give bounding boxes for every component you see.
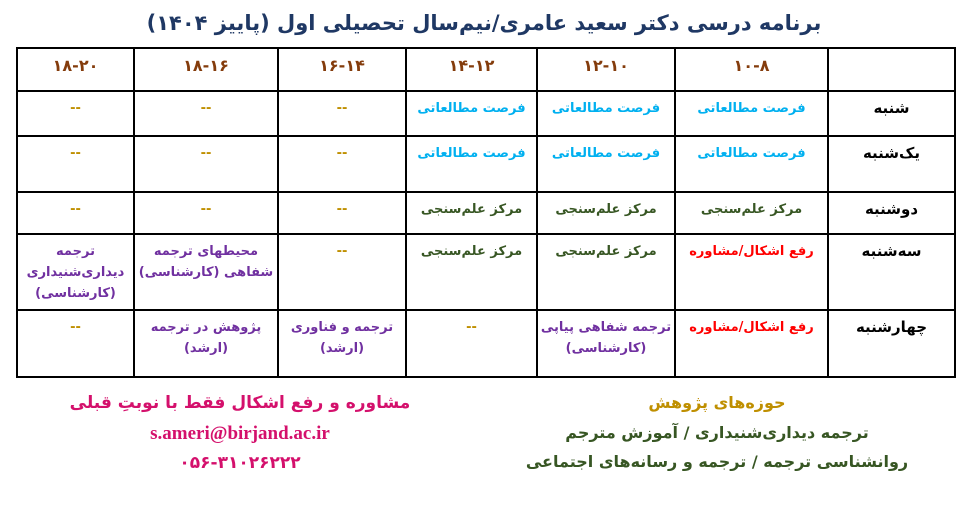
schedule-cell: ترجمه شفاهی پیاپی (کارشناسی) — [536, 309, 676, 378]
schedule-body: شنبه فرصت مطالعاتی فرصت مطالعاتی فرصت مطالع… — [16, 90, 956, 378]
schedule-row: شنبه فرصت مطالعاتی فرصت مطالعاتی فرصت مطالع… — [16, 90, 956, 137]
schedule-cell: -- — [16, 191, 135, 235]
schedule-cell: فرصت مطالعاتی — [674, 90, 829, 137]
schedule-cell: مرکز علم‌سنجی — [674, 191, 829, 235]
time-header: ۱۲-۱۰ — [536, 47, 676, 92]
research-line-1: ترجمه دیداری‌شنیداری / آموزش مترجم — [565, 422, 869, 442]
schedule-cell: -- — [16, 90, 135, 137]
schedule-cell: -- — [133, 135, 279, 193]
schedule-cell: مرکز علم‌سنجی — [536, 233, 676, 311]
day-cell: چهارشنبه — [827, 309, 956, 378]
schedule-cell: مرکز علم‌سنجی — [405, 233, 538, 311]
schedule-cell: -- — [16, 309, 135, 378]
schedule-cell: فرصت مطالعاتی — [405, 90, 538, 137]
schedule-cell: پژوهش در ترجمه (ارشد) — [133, 309, 279, 378]
schedule-cell: -- — [133, 90, 279, 137]
schedule-cell: -- — [277, 135, 407, 193]
time-header: ۱۰-۸ — [674, 47, 829, 92]
schedule-row: چهارشنبه رفع اشکال/مشاوره ترجمه شفاهی پیاپ… — [16, 309, 956, 378]
schedule-cell: -- — [277, 233, 407, 311]
research-areas-title: حوزه‌های پژوهش — [648, 393, 786, 412]
time-header: ۱۸-۲۰ — [16, 47, 135, 92]
appointment-note: مشاوره و رفع اشکال فقط با نوبتِ قبلی — [69, 393, 411, 413]
email-address: s.ameri@birjand.ac.ir — [150, 422, 330, 444]
day-cell: شنبه — [827, 90, 956, 137]
phone-number: ۰۵۶-۳۱۰۲۶۲۲۲ — [179, 452, 301, 473]
header-row: ۱۰-۸ ۱۲-۱۰ ۱۴-۱۲ ۱۶-۱۴ ۱۸-۱۶ ۱۸-۲۰ — [16, 47, 956, 92]
schedule-row: سه‌شنبه رفع اشکال/مشاوره مرکز علم‌سنجی مرکز… — [16, 233, 956, 311]
research-line-2: روانشناسی ترجمه / ترجمه و رسانه‌های اجتم… — [525, 452, 909, 472]
schedule-cell: -- — [133, 191, 279, 235]
day-cell: یک‌شنبه — [827, 135, 956, 193]
schedule-cell: رفع اشکال/مشاوره — [674, 309, 829, 378]
day-column-header — [827, 47, 956, 92]
schedule-cell: ترجمه دیداری‌شنیداری (کارشناسی) — [16, 233, 135, 311]
schedule-cell: -- — [16, 135, 135, 193]
schedule-cell: -- — [277, 90, 407, 137]
schedule-cell: فرصت مطالعاتی — [536, 90, 676, 137]
time-header: ۱۸-۱۶ — [133, 47, 279, 92]
research-areas: حوزه‌های پژوهش ترجمه دیداری‌شنیداری / آم… — [480, 388, 954, 478]
schedule-cell: مرکز علم‌سنجی — [536, 191, 676, 235]
day-cell: دوشنبه — [827, 191, 956, 235]
schedule-cell: مرکز علم‌سنجی — [405, 191, 538, 235]
footer: مشاوره و رفع اشکال فقط با نوبتِ قبلی s.a… — [0, 378, 968, 478]
schedule-row: دوشنبه مرکز علم‌سنجی مرکز علم‌سنجی مرکز علم… — [16, 191, 956, 235]
schedule-cell: -- — [277, 191, 407, 235]
schedule-row: یک‌شنبه فرصت مطالعاتی فرصت مطالعاتی فرصت مط… — [16, 135, 956, 193]
schedule-cell: فرصت مطالعاتی — [674, 135, 829, 193]
page-title: برنامه درسی دکتر سعید عامری/نیم‌سال تحصی… — [146, 11, 822, 35]
day-cell: سه‌شنبه — [827, 233, 956, 311]
schedule-cell: فرصت مطالعاتی — [405, 135, 538, 193]
time-header: ۱۴-۱۲ — [405, 47, 538, 92]
contact-info: مشاوره و رفع اشکال فقط با نوبتِ قبلی s.a… — [20, 388, 460, 478]
schedule-cell: رفع اشکال/مشاوره — [674, 233, 829, 311]
schedule-cell: ترجمه و فناوری (ارشد) — [277, 309, 407, 378]
schedule-cell: محیطهای ترجمه شفاهی (کارشناسی) — [133, 233, 279, 311]
schedule-cell: -- — [405, 309, 538, 378]
time-header: ۱۶-۱۴ — [277, 47, 407, 92]
schedule-cell: فرصت مطالعاتی — [536, 135, 676, 193]
schedule-table: ۱۰-۸ ۱۲-۱۰ ۱۴-۱۲ ۱۶-۱۴ ۱۸-۱۶ ۱۸-۲۰ شنبه فرصت م… — [16, 47, 956, 378]
